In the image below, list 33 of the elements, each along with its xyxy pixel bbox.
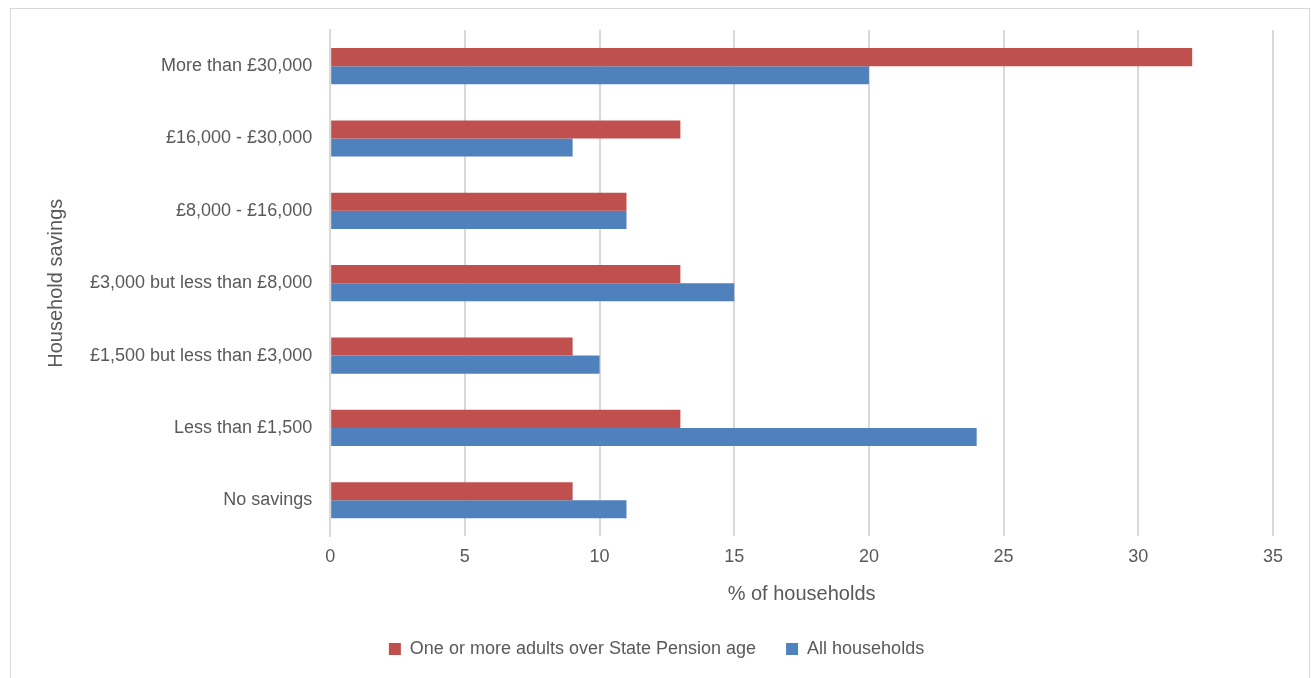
bar — [331, 337, 573, 356]
bar — [331, 192, 627, 211]
bar — [331, 138, 573, 157]
bar — [331, 48, 1193, 67]
y-tick-label: Less than £1,500 — [174, 416, 313, 437]
x-axis-title: % of households — [727, 581, 876, 604]
y-tick-label: £3,000 but less than £8,000 — [89, 272, 313, 293]
x-tick-label: 15 — [724, 546, 745, 567]
x-tick-label: 30 — [1128, 546, 1149, 567]
bar — [331, 66, 869, 85]
y-tick-label: £8,000 - £16,000 — [176, 199, 313, 220]
y-tick-label: More than £30,000 — [161, 55, 313, 76]
x-tick-label: 5 — [459, 546, 470, 567]
legend-label: One or more adults over State Pension age — [409, 637, 757, 658]
x-tick-label: 0 — [325, 546, 336, 567]
bar — [331, 210, 627, 229]
bar — [331, 409, 681, 428]
x-tick-label: 35 — [1262, 546, 1284, 567]
x-tick-label: 20 — [858, 546, 879, 567]
bar — [331, 265, 681, 284]
legend-label: All households — [807, 637, 925, 658]
y-axis-title: Household savings — [43, 198, 66, 368]
bar — [331, 500, 627, 519]
bar — [331, 427, 977, 446]
bar — [331, 120, 681, 139]
y-tick-label: No savings — [223, 489, 313, 510]
y-tick-label: £16,000 - £30,000 — [166, 127, 313, 148]
bar — [331, 482, 573, 501]
bar — [331, 283, 735, 302]
y-tick-label: £1,500 but less than £3,000 — [89, 344, 313, 365]
bar — [331, 355, 600, 374]
x-tick-label: 10 — [589, 546, 610, 567]
x-tick-label: 25 — [993, 546, 1014, 567]
